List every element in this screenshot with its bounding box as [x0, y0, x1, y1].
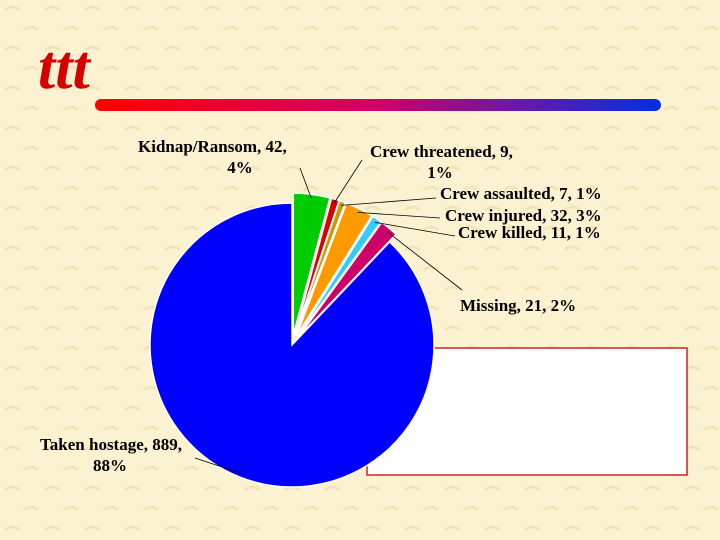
data-label: Crew killed, 11, 1% — [458, 223, 601, 242]
pie-slice — [294, 199, 347, 336]
leader-line — [357, 211, 441, 219]
leader-line — [194, 457, 242, 474]
label-line: Kidnap/Ransom, 42, — [138, 137, 291, 156]
label-line: Taken hostage, 889, — [40, 435, 186, 454]
label-line: 88% — [93, 456, 127, 475]
data-label: Crew threatened, 9, 1% — [370, 142, 517, 182]
data-label: Crew assaulted, 7, 1% — [440, 184, 602, 203]
pie-slice — [292, 192, 331, 336]
pie-slice — [296, 215, 383, 338]
logo: ttt — [38, 34, 91, 102]
pie-slice — [149, 202, 435, 488]
data-label: Missing, 21, 2% — [460, 296, 576, 315]
leader-line — [299, 167, 312, 199]
pie-slice — [295, 202, 373, 337]
data-label: Taken hostage, 889, 88% — [40, 435, 186, 475]
data-label: Crew injured, 32, 3% — [445, 206, 602, 225]
title-bar — [95, 99, 661, 111]
label-line: 1% — [427, 163, 453, 182]
label-line: Crew threatened, 9, — [370, 142, 517, 161]
leader-line — [333, 159, 363, 204]
leader-line — [341, 197, 437, 206]
leader-line — [386, 230, 463, 291]
pie — [149, 192, 435, 488]
pie-slice — [297, 221, 398, 338]
leader-line — [374, 221, 456, 237]
data-label: Kidnap/Ransom, 42, 4% — [138, 137, 291, 177]
label-line: 4% — [227, 158, 253, 177]
